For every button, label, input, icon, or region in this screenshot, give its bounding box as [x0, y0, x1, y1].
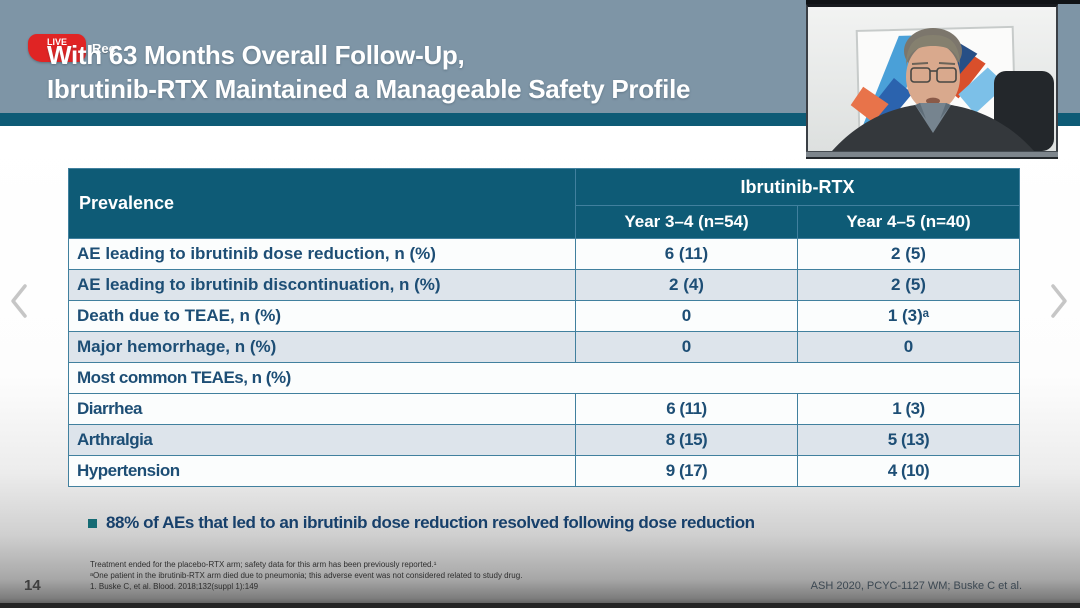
column-header-year4-5: Year 4–5 (n=40)	[797, 205, 1020, 239]
page-number: 14	[24, 577, 41, 594]
footnote-line: 1. Buske C, et al. Blood. 2018;132(suppl…	[90, 582, 259, 591]
row-label: Major hemorrhage, n (%)	[68, 331, 576, 363]
row-value: 2 (4)	[575, 269, 798, 301]
row-value: 0	[797, 331, 1020, 363]
previous-slide-button[interactable]	[6, 281, 32, 321]
table-row: Major hemorrhage, n (%) 0 0	[68, 331, 1020, 363]
row-label: AE leading to ibrutinib discontinuation,…	[68, 269, 576, 301]
table-row: AE leading to ibrutinib dose reduction, …	[68, 238, 1020, 270]
row-value: 1 (3)	[797, 393, 1020, 425]
slide-title-line2: Ibrutinib-RTX Maintained a Manageable Sa…	[47, 74, 691, 104]
table-row: Diarrhea 6 (11) 1 (3)	[68, 393, 1020, 425]
row-value: 8 (15)	[575, 424, 798, 456]
citation-text: ASH 2020, PCYC-1127 WM; Buske C et al.	[810, 580, 1022, 592]
column-header-prevalence: Prevalence	[68, 168, 576, 239]
footnote-line: ᵃOne patient in the ibrutinib-RTX arm di…	[90, 571, 523, 580]
row-value: 6 (11)	[575, 393, 798, 425]
chevron-left-icon	[11, 284, 27, 318]
row-value: 0	[575, 300, 798, 332]
row-value: 6 (11)	[575, 238, 798, 270]
slide-title-line1: With 63 Months Overall Follow-Up,	[47, 40, 465, 70]
webcam-bottom-bar	[806, 151, 1058, 159]
table-row: Death due to TEAE, n (%) 0 1 (3)ᵃ	[68, 300, 1020, 332]
table-header-row: Prevalence Ibrutinib-RTX	[68, 168, 1020, 239]
recording-indicator: LIVE Rec	[28, 34, 116, 62]
table-subheader-row: Year 3–4 (n=54) Year 4–5 (n=40)	[69, 205, 1020, 239]
row-label: Death due to TEAE, n (%)	[68, 300, 576, 332]
row-value: 4 (10)	[797, 455, 1020, 487]
safety-table: Prevalence Ibrutinib-RTX Year 3–4 (n=54)…	[68, 168, 1020, 487]
presenter-scene	[808, 7, 1056, 151]
table-row: Hypertension 9 (17) 4 (10)	[68, 455, 1020, 487]
row-value: 2 (5)	[797, 269, 1020, 301]
row-label: Diarrhea	[68, 393, 576, 425]
row-value: 9 (17)	[575, 455, 798, 487]
next-slide-button[interactable]	[1046, 281, 1072, 321]
column-group-header: Ibrutinib-RTX	[575, 168, 1020, 206]
rec-icon: LIVE	[28, 34, 86, 62]
bullet-square-icon	[88, 519, 97, 528]
rec-label: Rec	[92, 40, 116, 56]
chevron-right-icon	[1051, 284, 1067, 318]
row-label: Arthralgia	[68, 424, 576, 456]
presenter-figure	[832, 28, 1034, 151]
row-label: Most common TEAEs, n (%)	[68, 362, 1020, 394]
row-value: 2 (5)	[797, 238, 1020, 270]
slide-title: With 63 Months Overall Follow-Up, Ibruti…	[47, 38, 690, 106]
footnotes: Treatment ended for the placebo-RTX arm;…	[90, 559, 522, 592]
row-label: Hypertension	[68, 455, 576, 487]
video-top-edge	[806, 0, 1080, 4]
row-label: AE leading to ibrutinib dose reduction, …	[68, 238, 576, 270]
presenter-webcam	[806, 4, 1058, 151]
takeaway-text: 88% of AEs that led to an ibrutinib dose…	[106, 513, 755, 532]
row-value: 1 (3)ᵃ	[797, 300, 1020, 332]
video-bottom-edge	[0, 603, 1080, 608]
table-row: Most common TEAEs, n (%)	[68, 362, 1020, 394]
table-row: AE leading to ibrutinib discontinuation,…	[68, 269, 1020, 301]
takeaway-bullet: 88% of AEs that led to an ibrutinib dose…	[88, 513, 755, 533]
footnote-line: Treatment ended for the placebo-RTX arm;…	[90, 560, 437, 569]
row-value: 0	[575, 331, 798, 363]
row-value: 5 (13)	[797, 424, 1020, 456]
table-row: Arthralgia 8 (15) 5 (13)	[68, 424, 1020, 456]
column-header-year3-4: Year 3–4 (n=54)	[575, 205, 798, 239]
